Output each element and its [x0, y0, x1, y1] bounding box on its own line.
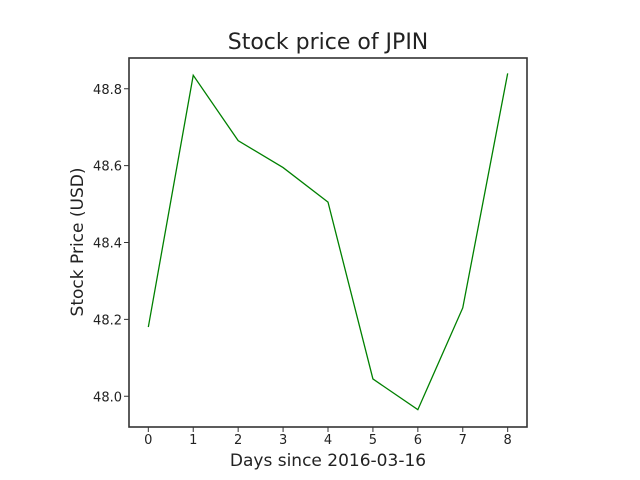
x-axis: 0 1 2 3 4 5 6 7 8 — [144, 427, 512, 448]
x-tick-label: 0 — [144, 433, 152, 448]
y-tick-label: 48.6 — [93, 160, 122, 175]
y-tick-label: 48.8 — [93, 83, 122, 98]
series-line — [147, 73, 509, 411]
x-tick-label: 1 — [189, 433, 197, 448]
series-layer — [147, 73, 509, 411]
y-axis-label: Stock Price (USD) — [68, 168, 88, 317]
y-tick-label: 48.2 — [93, 313, 122, 328]
x-tick-label: 3 — [279, 433, 287, 448]
y-tick-label: 48.0 — [93, 390, 122, 405]
x-tick-label: 8 — [504, 433, 512, 448]
y-axis: 48.0 48.2 48.4 48.6 48.8 — [93, 83, 129, 405]
x-tick-label: 4 — [324, 433, 332, 448]
x-tick-label: 2 — [234, 433, 242, 448]
x-tick-label: 6 — [414, 433, 422, 448]
x-tick-label: 5 — [369, 433, 377, 448]
y-tick-label: 48.4 — [93, 237, 122, 252]
x-tick-label: 7 — [459, 433, 467, 448]
chart-title: Stock price of JPIN — [228, 30, 429, 55]
x-axis-label: Days since 2016-03-16 — [230, 451, 426, 471]
